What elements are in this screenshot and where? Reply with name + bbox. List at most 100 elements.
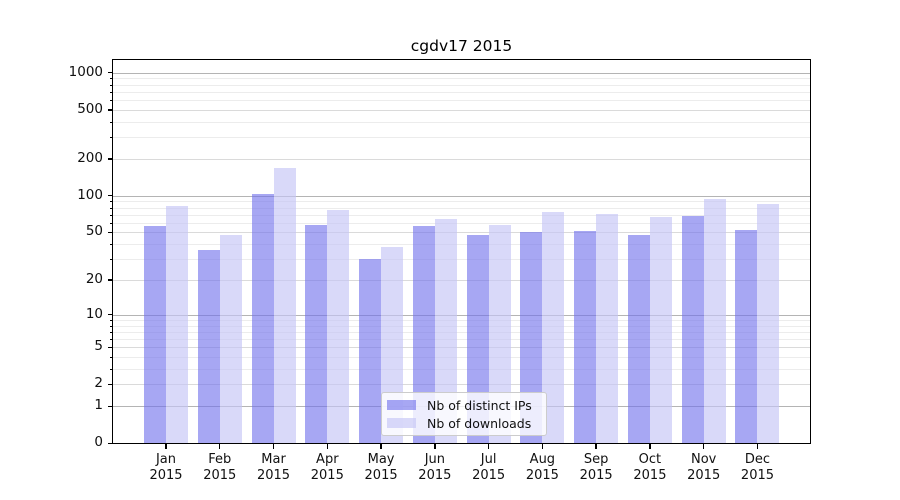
minor-gridline: [113, 319, 810, 321]
major-gridline: [113, 195, 810, 197]
bar-jun-downloads: [434, 218, 457, 444]
minor-gridline: [113, 222, 810, 224]
gridline: [113, 280, 810, 282]
minor-gridline: [113, 91, 810, 93]
y-tick-label: 200: [77, 149, 103, 166]
y-tick-label: 500: [77, 100, 103, 117]
y-tick-mark: [107, 405, 113, 407]
x-tick-label: Apr 2015: [310, 452, 344, 483]
x-tick-mark: [326, 444, 328, 450]
minor-gridline: [113, 137, 810, 139]
x-tick-label: Nov 2015: [687, 452, 721, 483]
minor-gridline: [113, 325, 810, 327]
legend-item-downloads: Nb of downloads: [387, 416, 540, 431]
y-minor-tick-mark: [109, 84, 113, 86]
legend-label-distinct-ips: Nb of distinct IPs: [427, 397, 532, 413]
bar-apr-distinct-ips: [305, 224, 328, 444]
y-tick-mark: [107, 109, 113, 111]
gridline: [113, 232, 810, 234]
major-gridline: [113, 314, 810, 316]
y-minor-tick-mark: [109, 244, 113, 246]
y-minor-tick-mark: [109, 214, 113, 216]
minor-gridline: [113, 78, 810, 80]
x-tick-label: Jun 2015: [418, 452, 452, 483]
bar-oct-distinct-ips: [627, 234, 650, 444]
legend: Nb of distinct IPs Nb of downloads: [381, 392, 547, 436]
bar-jul-downloads: [488, 224, 511, 444]
y-minor-tick-mark: [109, 325, 113, 327]
minor-gridline: [113, 259, 810, 261]
y-tick-label: 1: [94, 397, 103, 414]
bar-nov-distinct-ips: [681, 216, 704, 444]
x-tick-label: Feb 2015: [203, 452, 237, 483]
bar-mar-distinct-ips: [251, 193, 274, 444]
x-tick-mark: [541, 444, 544, 450]
minor-gridline: [113, 357, 810, 359]
x-tick-label: Jul 2015: [472, 452, 506, 483]
bar-jun-distinct-ips: [412, 225, 435, 444]
major-gridline: [113, 72, 810, 74]
minor-gridline: [113, 121, 810, 123]
bar-feb-downloads: [219, 234, 242, 444]
y-minor-tick-mark: [109, 338, 113, 340]
y-minor-tick-mark: [109, 259, 113, 261]
y-tick-label: 10: [85, 305, 103, 322]
y-tick-mark: [107, 279, 113, 281]
y-tick-label: 0: [94, 434, 103, 451]
minor-gridline: [113, 100, 810, 102]
x-tick-mark: [756, 444, 759, 450]
bar-jan-downloads: [166, 206, 188, 444]
y-minor-tick-mark: [109, 100, 113, 102]
minor-gridline: [113, 207, 810, 209]
y-minor-tick-mark: [109, 207, 113, 209]
minor-gridline: [113, 369, 810, 371]
gridline: [113, 384, 810, 386]
legend-label-downloads: Nb of downloads: [427, 415, 532, 431]
minor-gridline: [113, 214, 810, 216]
bar-jan-distinct-ips: [144, 225, 166, 444]
bar-dec-downloads: [757, 204, 780, 444]
bar-may-distinct-ips: [359, 259, 382, 444]
bar-mar-downloads: [273, 167, 296, 444]
x-tick-mark: [703, 444, 705, 450]
minor-gridline: [113, 201, 810, 203]
gridline: [113, 158, 810, 160]
y-tick-mark: [107, 442, 113, 445]
x-tick-label: Aug 2015: [525, 452, 559, 483]
legend-item-distinct-ips: Nb of distinct IPs: [387, 398, 540, 413]
y-minor-tick-mark: [109, 91, 113, 93]
x-tick-mark: [219, 444, 221, 450]
bar-nov-downloads: [703, 198, 726, 444]
bar-sep-downloads: [596, 213, 619, 444]
x-tick-label: Sep 2015: [579, 452, 613, 483]
y-tick-label: 100: [77, 186, 103, 203]
x-tick-mark: [487, 444, 490, 450]
bar-aug-distinct-ips: [520, 232, 543, 444]
bar-oct-downloads: [649, 217, 672, 444]
bar-jul-distinct-ips: [466, 234, 489, 444]
x-tick-label: May 2015: [364, 452, 398, 483]
y-tick-mark: [107, 314, 113, 316]
minor-gridline: [113, 84, 810, 86]
minor-gridline: [113, 331, 810, 333]
y-tick-mark: [107, 383, 113, 386]
y-tick-mark: [107, 158, 113, 160]
x-tick-mark: [434, 444, 436, 450]
chart-title: cgdv17 2015: [410, 37, 513, 55]
legend-swatch-downloads: [387, 417, 416, 429]
y-minor-tick-mark: [109, 319, 113, 321]
x-tick-label: Mar 2015: [256, 452, 291, 483]
x-tick-label: Oct 2015: [633, 452, 667, 483]
bar-apr-downloads: [327, 209, 350, 444]
y-tick-mark: [107, 231, 113, 234]
y-tick-mark: [107, 72, 113, 74]
y-minor-tick-mark: [109, 369, 113, 371]
y-minor-tick-mark: [109, 331, 113, 333]
x-tick-mark: [595, 444, 597, 450]
y-tick-label: 5: [94, 338, 103, 355]
y-minor-tick-mark: [109, 201, 113, 203]
y-tick-label: 1000: [68, 63, 103, 80]
y-minor-tick-mark: [109, 78, 113, 80]
x-tick-mark: [272, 444, 275, 450]
